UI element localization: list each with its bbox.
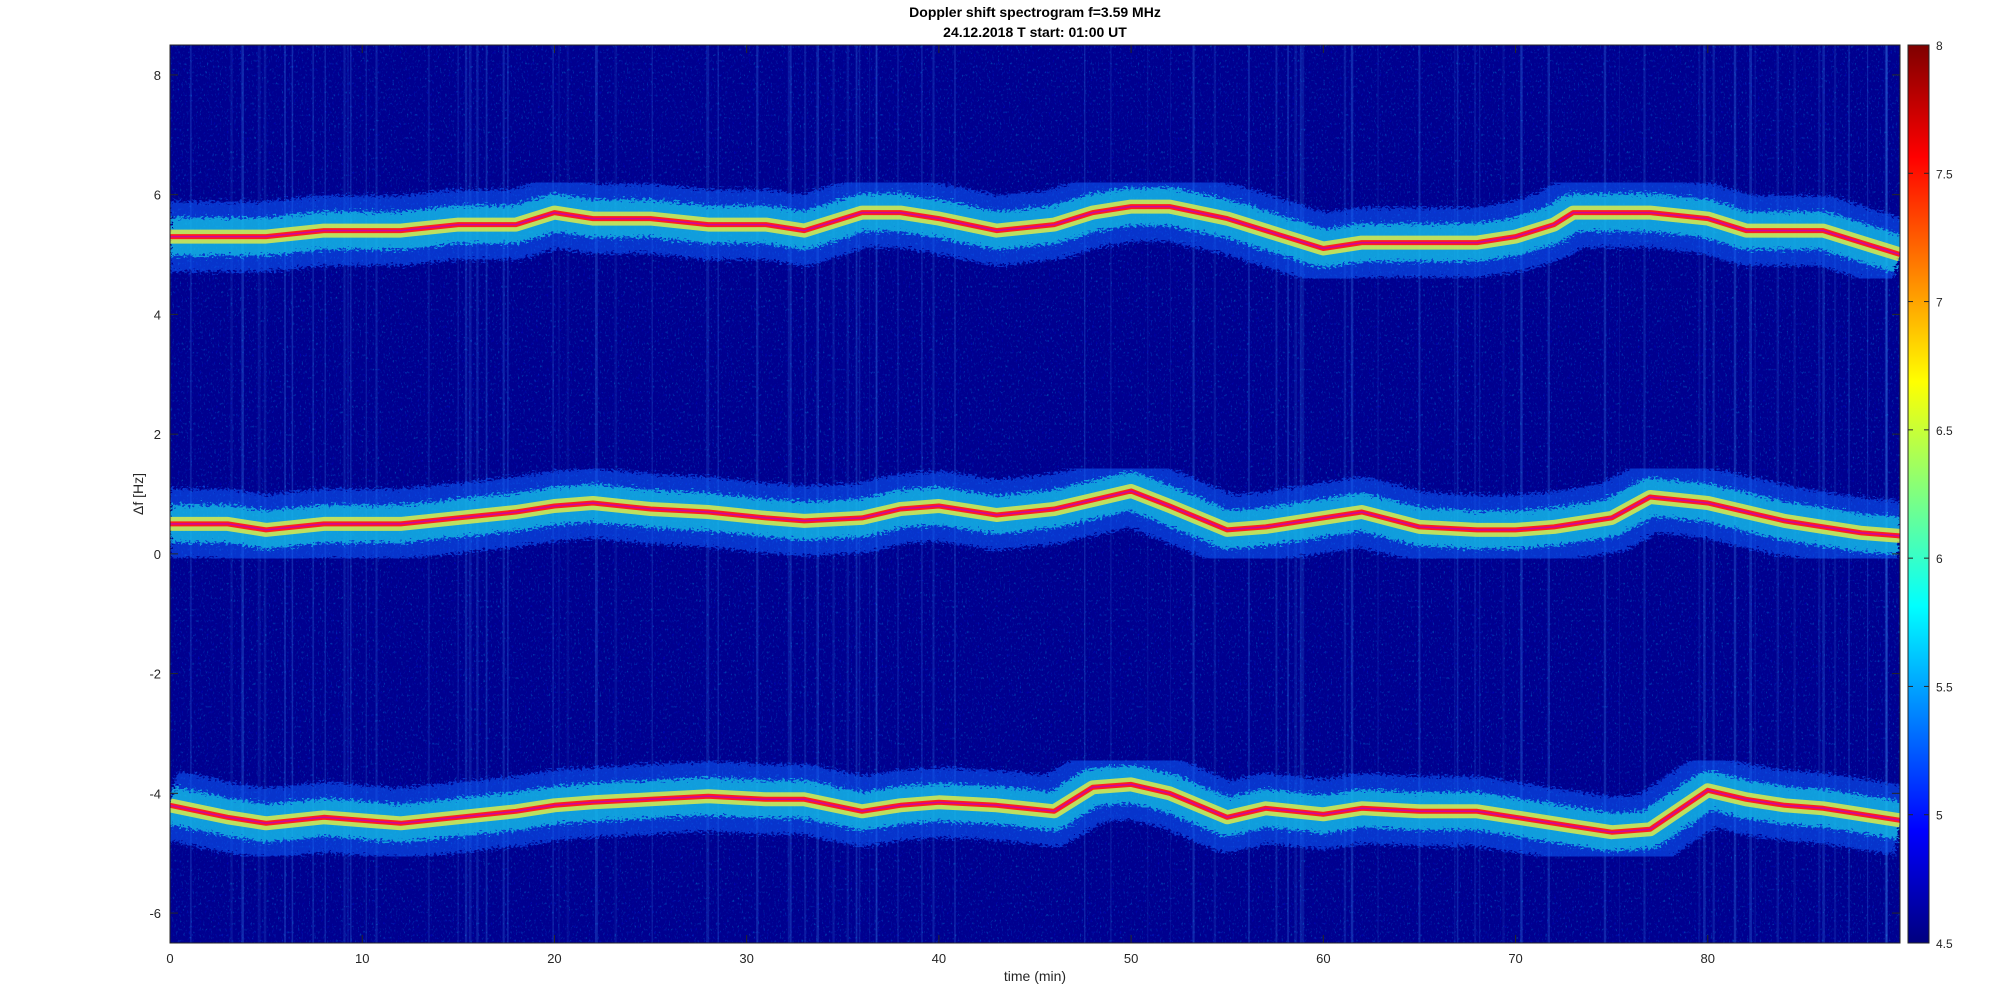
y-tick-label: 8 xyxy=(154,68,161,83)
noise-stripe xyxy=(263,45,267,943)
trace-ridge-upper xyxy=(170,205,1900,256)
noise-stripe xyxy=(1884,45,1888,943)
y-tick-label: -2 xyxy=(149,667,161,682)
y-tick-label: -4 xyxy=(149,786,161,801)
x-tick-label: 80 xyxy=(1701,951,1715,966)
y-tick-label: 6 xyxy=(154,188,161,203)
x-axis: 0 10 20 30 40 50 60 70 80 xyxy=(166,45,1715,966)
x-tick-label: 40 xyxy=(932,951,946,966)
y-tick-label: -6 xyxy=(149,906,161,921)
x-tick-label: 10 xyxy=(355,951,369,966)
colorbar-ticks: 4.5 5 5.5 6 6.5 7 7.5 8 xyxy=(1908,39,1953,951)
chart-title: Doppler shift spectrogram f=3.59 MHz xyxy=(909,4,1161,20)
y-tick-label: 0 xyxy=(154,547,161,562)
noise-stripe xyxy=(1520,45,1523,943)
noise-stripe xyxy=(1478,45,1481,943)
noise-stripe xyxy=(1848,45,1850,943)
y-axis: -6 -4 -2 0 2 4 6 8 xyxy=(149,68,1900,921)
colorbar-tick-label: 6 xyxy=(1936,552,1943,566)
colorbar-tick-label: 5.5 xyxy=(1936,680,1953,694)
x-tick-label: 0 xyxy=(166,951,173,966)
colorbar-tick-label: 7.5 xyxy=(1936,167,1953,181)
colorbar-tick-label: 5 xyxy=(1936,809,1943,823)
trace-ridge-middle xyxy=(170,490,1900,537)
colorbar xyxy=(1907,44,1930,944)
noise-stripe xyxy=(1502,45,1505,943)
y-tick-label: 4 xyxy=(154,307,161,322)
y-tick-label: 2 xyxy=(154,427,161,442)
noise-stripe xyxy=(1520,45,1522,943)
x-tick-label: 60 xyxy=(1316,951,1330,966)
chart-subtitle: 24.12.2018 T start: 01:00 UT xyxy=(943,24,1127,40)
plot-frame xyxy=(169,44,1901,944)
signal-bands xyxy=(170,171,1900,868)
trace-ridge-lower xyxy=(170,783,1900,833)
noise-stripe xyxy=(1886,45,1888,943)
y-axis-label: Δf [Hz] xyxy=(130,473,146,515)
colorbar-tick-label: 4.5 xyxy=(1936,937,1953,951)
plot-area xyxy=(170,45,1900,943)
noise-stripe xyxy=(1474,45,1477,943)
colorbar-tick-label: 6.5 xyxy=(1936,424,1953,438)
x-tick-label: 20 xyxy=(547,951,561,966)
x-tick-label: 50 xyxy=(1124,951,1138,966)
colorbar-tick-label: 7 xyxy=(1936,296,1943,310)
x-tick-label: 70 xyxy=(1508,951,1522,966)
noise-stripe xyxy=(1867,45,1869,943)
x-tick-label: 30 xyxy=(739,951,753,966)
x-axis-label: time (min) xyxy=(1004,968,1066,984)
colorbar-tick-label: 8 xyxy=(1936,39,1943,53)
